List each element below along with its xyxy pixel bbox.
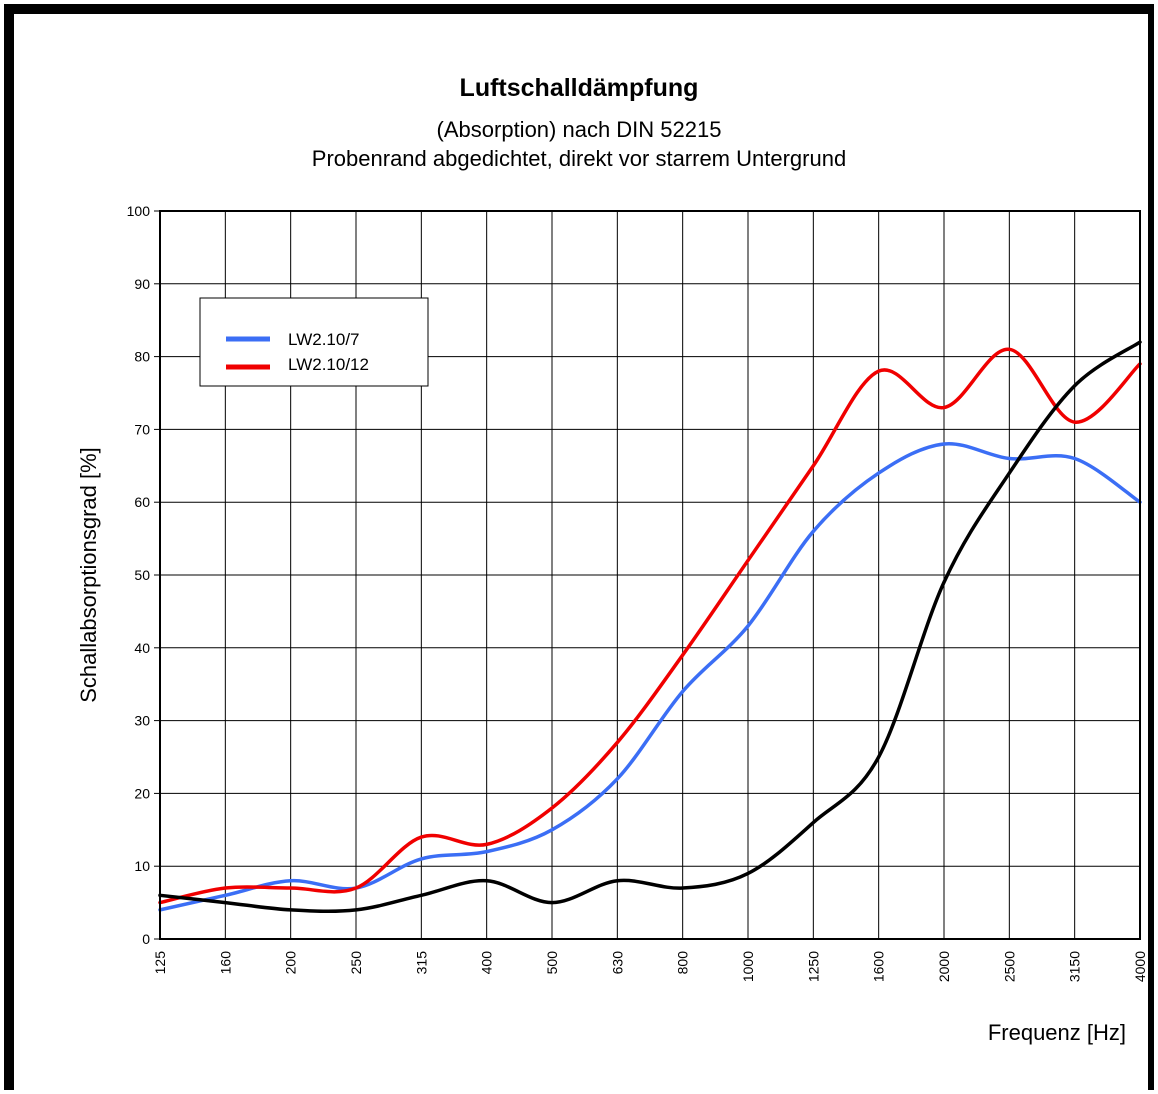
chart-subtitle-1: (Absorption) nach DIN 52215 — [436, 117, 722, 142]
y-tick-labels: 0 10 20 30 40 50 60 70 80 90 100 — [127, 203, 160, 947]
y-tick-label: 10 — [134, 858, 150, 874]
x-tick-label: 2000 — [936, 951, 952, 982]
y-tick-label: 0 — [142, 931, 150, 947]
x-tick-label: 4000 — [1132, 951, 1148, 982]
page-frame — [4, 4, 1154, 1090]
x-tick-label: 250 — [348, 951, 364, 975]
x-tick-label: 3150 — [1067, 951, 1083, 982]
y-axis-label: Schallabsorptionsgrad [%] — [76, 447, 101, 703]
series-line-reference-2 — [158, 340, 1142, 914]
y-tick-label: 80 — [134, 349, 150, 365]
y-tick-label: 30 — [134, 713, 150, 729]
x-tick-label: 500 — [544, 951, 560, 975]
x-tick-label: 400 — [479, 951, 495, 975]
legend-box — [199, 297, 429, 387]
chart-title: Luftschalldämpfung — [459, 74, 699, 102]
x-tick-label: 315 — [413, 951, 429, 975]
x-tick-label: 200 — [283, 951, 299, 975]
x-tick-label: 1250 — [805, 951, 821, 982]
x-tick-label: 160 — [217, 951, 233, 975]
series-line-lw2-10-12 — [158, 347, 1142, 905]
legend: LW2.10/7 LW2.10/12 — [199, 297, 429, 387]
y-tick-label: 100 — [127, 203, 151, 219]
y-tick-label: 70 — [134, 421, 150, 437]
y-tick-label: 20 — [134, 785, 150, 801]
x-axis-label: Frequenz [Hz] — [988, 1020, 1126, 1045]
y-tick-label: 90 — [134, 276, 150, 292]
y-tick-label: 60 — [134, 494, 150, 510]
series-lines — [158, 340, 1142, 914]
x-tick-label: 125 — [152, 951, 168, 975]
legend-label-lw2-10-7: LW2.10/7 — [288, 330, 360, 349]
x-tick-label: 800 — [675, 951, 691, 975]
y-tick-label: 40 — [134, 640, 150, 656]
y-tick-label: 50 — [134, 567, 150, 583]
series-line-lw2-10-7 — [158, 441, 1142, 912]
x-tick-label: 1000 — [740, 951, 756, 982]
chart-subtitle-2: Probenrand abgedichtet, direkt vor starr… — [311, 146, 847, 171]
x-tick-label: 2500 — [1001, 951, 1017, 982]
x-tick-labels: 125 160 200 250 315 400 500 630 800 1000 1250 1600 2… — [152, 951, 1148, 982]
x-tick-label: 1600 — [871, 951, 887, 982]
x-tick-label: 630 — [609, 951, 625, 975]
legend-label-lw2-10-12: LW2.10/12 — [288, 355, 369, 374]
